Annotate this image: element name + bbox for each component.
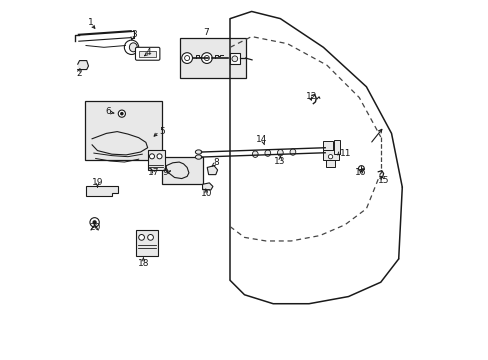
Text: 11: 11 (339, 149, 350, 158)
Bar (180, 39, 246, 78)
Bar (136, 230, 158, 256)
Text: 20: 20 (89, 223, 100, 232)
Circle shape (328, 154, 332, 159)
Text: 2: 2 (76, 69, 81, 78)
Circle shape (120, 112, 123, 116)
Bar (147, 150, 164, 170)
Bar (139, 51, 156, 57)
Text: 18: 18 (137, 259, 149, 268)
Text: 8: 8 (212, 158, 218, 167)
Ellipse shape (289, 149, 295, 155)
Polygon shape (202, 183, 212, 190)
Circle shape (184, 55, 189, 60)
Ellipse shape (129, 43, 137, 52)
Circle shape (149, 154, 154, 159)
Text: 3: 3 (131, 30, 137, 39)
Circle shape (139, 234, 144, 240)
Circle shape (201, 53, 212, 63)
Polygon shape (78, 60, 88, 69)
Text: 13: 13 (273, 157, 285, 166)
Circle shape (90, 218, 99, 227)
Text: 15: 15 (377, 176, 388, 185)
Bar (322, 140, 333, 149)
Circle shape (92, 220, 97, 225)
Polygon shape (207, 166, 217, 175)
Circle shape (358, 166, 364, 171)
Polygon shape (166, 162, 188, 179)
Text: 19: 19 (92, 178, 103, 187)
Bar (162, 157, 203, 184)
Text: 12: 12 (305, 92, 316, 101)
Ellipse shape (124, 40, 139, 54)
Bar (325, 159, 335, 167)
Text: 6: 6 (105, 107, 111, 116)
Text: 16: 16 (354, 168, 366, 177)
Circle shape (204, 55, 209, 60)
Bar (85, 101, 162, 160)
FancyBboxPatch shape (135, 47, 160, 60)
Ellipse shape (277, 149, 283, 156)
Bar (322, 149, 338, 160)
Bar (333, 140, 339, 154)
Ellipse shape (252, 151, 258, 157)
Text: 7: 7 (203, 28, 208, 37)
Text: 10: 10 (201, 189, 212, 198)
Polygon shape (86, 186, 118, 196)
Text: 9: 9 (162, 168, 167, 177)
Ellipse shape (195, 155, 202, 159)
Text: 14: 14 (256, 135, 267, 144)
Circle shape (182, 53, 192, 63)
Circle shape (157, 154, 162, 159)
Text: 17: 17 (148, 168, 160, 177)
Text: 4: 4 (145, 48, 151, 57)
Ellipse shape (195, 150, 202, 154)
Circle shape (147, 234, 153, 240)
Text: 1: 1 (88, 18, 94, 27)
Bar (229, 53, 239, 64)
Text: 5: 5 (159, 127, 164, 136)
Circle shape (231, 56, 237, 62)
Circle shape (118, 110, 125, 117)
Ellipse shape (264, 150, 270, 156)
